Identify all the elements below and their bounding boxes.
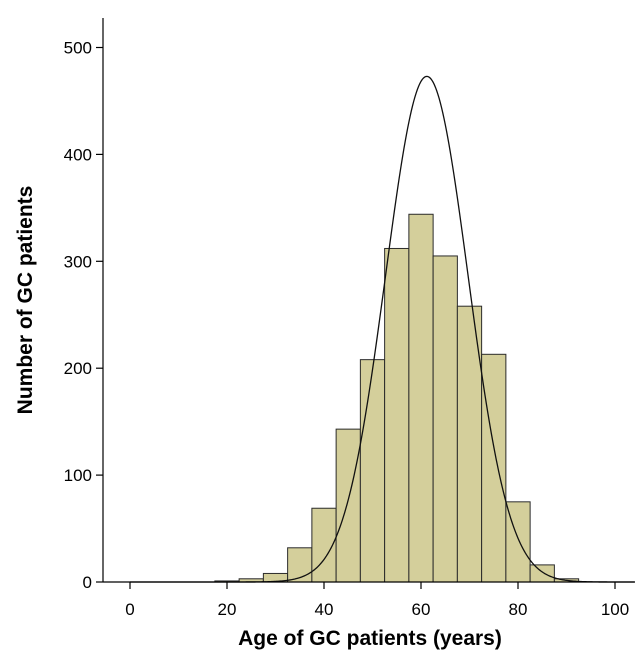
histogram-bar: [335, 428, 361, 583]
y-axis-title: Number of GC patients: [14, 186, 37, 415]
x-tick-label: 60: [412, 600, 431, 619]
y-ticks-group: 0 100 200 300 400 500: [64, 39, 103, 592]
histogram-bar: [287, 547, 313, 583]
x-tick-label: 40: [315, 600, 334, 619]
histogram-bar: [408, 213, 434, 583]
histogram-bar: [384, 247, 410, 583]
y-tick-label: 500: [64, 39, 92, 58]
histogram-bar: [481, 353, 507, 583]
x-ticks-group: 0 20 40 60 80 100: [125, 582, 629, 619]
y-tick-label: 0: [83, 573, 92, 592]
histogram-bar: [529, 564, 555, 583]
y-tick-label: 100: [64, 466, 92, 485]
x-tick-label: 80: [509, 600, 528, 619]
y-tick-label: 300: [64, 252, 92, 271]
histogram-bar: [359, 359, 386, 583]
x-tick-label: 100: [601, 600, 629, 619]
x-tick-label: 0: [125, 600, 134, 619]
x-tick-label: 20: [218, 600, 237, 619]
y-tick-label: 400: [64, 145, 92, 164]
histogram-bar: [432, 255, 458, 583]
y-tick-label: 200: [64, 359, 92, 378]
bars-group: [214, 213, 580, 583]
x-axis-title: Age of GC patients (years): [238, 627, 502, 650]
